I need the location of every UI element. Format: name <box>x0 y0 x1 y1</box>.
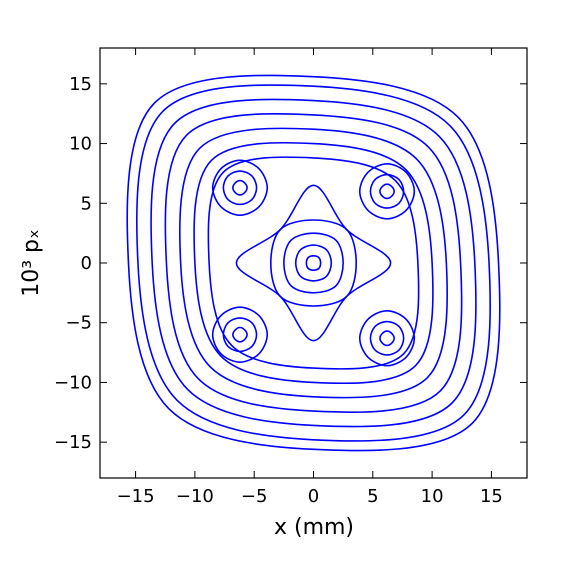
orbit <box>126 74 501 452</box>
orbit <box>222 170 258 206</box>
orbit <box>294 244 333 282</box>
orbit <box>150 98 477 428</box>
y-tick-label: −15 <box>54 432 92 453</box>
x-tick-label: −15 <box>117 486 155 507</box>
orbit <box>305 255 322 271</box>
orbit <box>211 306 269 363</box>
orbit <box>379 330 395 347</box>
orbit <box>222 317 258 353</box>
x-tick-label: 0 <box>308 486 319 507</box>
x-tick-label: −10 <box>176 486 214 507</box>
orbit <box>193 141 434 385</box>
orbit <box>369 173 405 209</box>
y-tick-label: 10 <box>69 134 92 155</box>
x-axis-label: x (mm) <box>274 515 354 540</box>
orbit <box>178 127 449 399</box>
x-tick-label: 5 <box>367 486 378 507</box>
x-tick-label: −5 <box>241 486 268 507</box>
orbit <box>358 163 416 220</box>
orbit <box>269 219 358 307</box>
y-tick-label: 5 <box>81 193 92 214</box>
orbit <box>235 184 392 342</box>
y-tick-label: 0 <box>81 253 92 274</box>
y-tick-label: −10 <box>54 372 92 393</box>
orbit <box>232 326 248 343</box>
y-tick-label: 15 <box>69 74 92 95</box>
orbit <box>135 84 492 442</box>
orbit <box>207 156 420 370</box>
orbit <box>358 309 416 367</box>
x-tick-label: 10 <box>421 486 444 507</box>
y-axis-label: 10³ pₓ <box>19 229 44 297</box>
y-tick-label: −5 <box>65 313 92 334</box>
orbit <box>232 179 248 196</box>
plot-frame <box>99 47 528 479</box>
x-tick-label: 15 <box>480 486 503 507</box>
orbit <box>379 183 395 200</box>
plot-area <box>126 74 501 452</box>
orbit <box>369 320 405 356</box>
orbit <box>164 112 463 414</box>
orbit <box>211 159 269 217</box>
orbit <box>283 232 344 294</box>
